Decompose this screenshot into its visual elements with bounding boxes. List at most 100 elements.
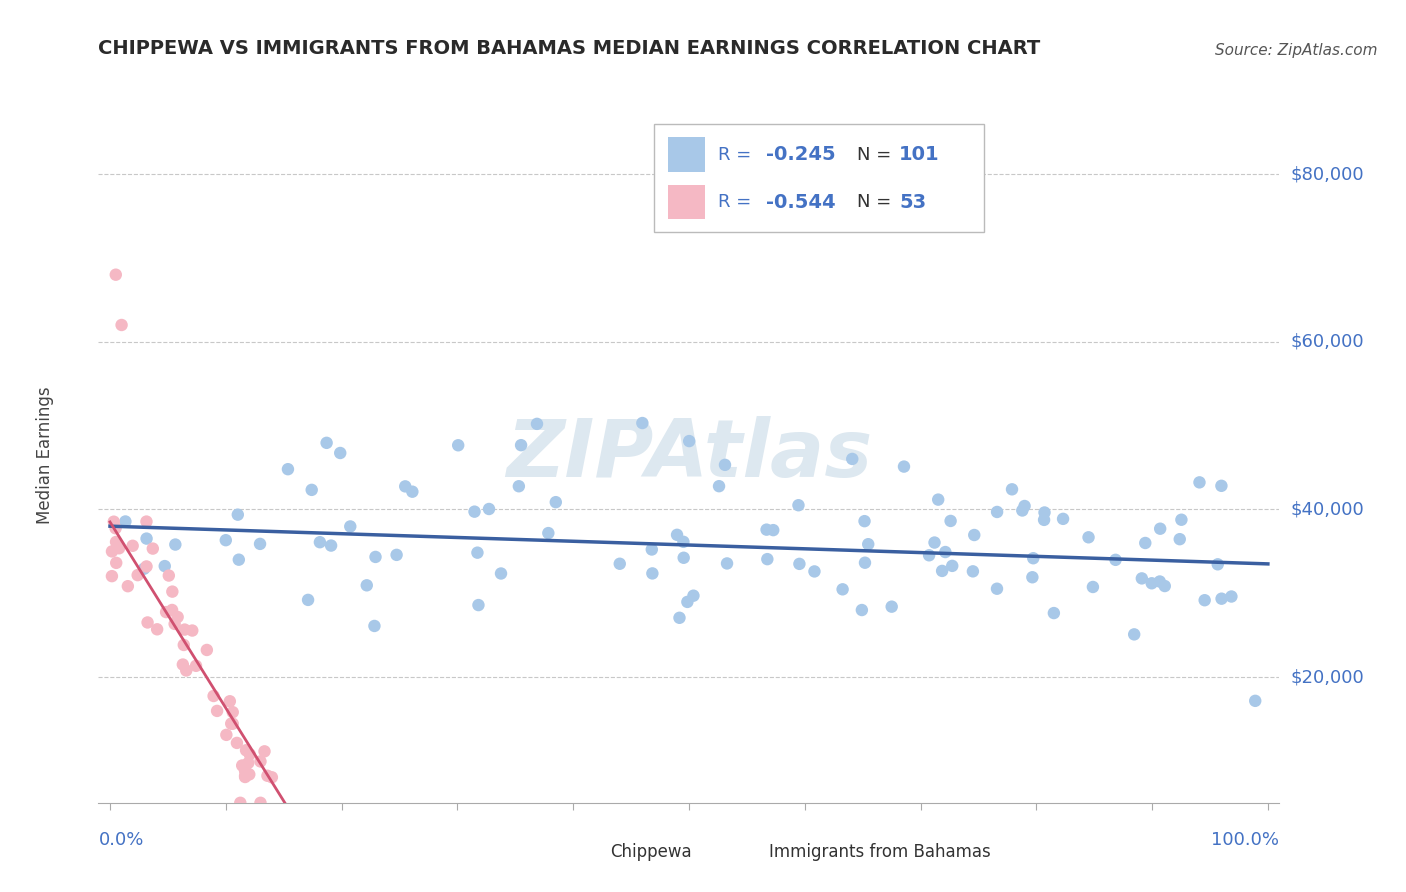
Point <box>117 579 139 593</box>
Text: $40,000: $40,000 <box>1291 500 1364 518</box>
Point <box>880 599 903 614</box>
Point <box>927 492 949 507</box>
Text: ZIPAtlas: ZIPAtlas <box>506 416 872 494</box>
Point <box>101 544 124 558</box>
Point <box>231 758 253 772</box>
Text: Source: ZipAtlas.com: Source: ZipAtlas.com <box>1215 43 1378 58</box>
Text: CHIPPEWA VS IMMIGRANTS FROM BAHAMAS MEDIAN EARNINGS CORRELATION CHART: CHIPPEWA VS IMMIGRANTS FROM BAHAMAS MEDI… <box>98 39 1040 58</box>
Point <box>858 537 880 551</box>
Point <box>641 566 664 581</box>
Point <box>105 556 128 570</box>
Point <box>934 545 956 559</box>
Point <box>986 505 1008 519</box>
Point <box>1014 499 1036 513</box>
Point <box>672 534 695 549</box>
Point <box>329 446 352 460</box>
Point <box>508 479 530 493</box>
Point <box>160 603 183 617</box>
Point <box>229 796 252 810</box>
Point <box>110 318 132 332</box>
Text: R =: R = <box>718 145 758 163</box>
Point <box>104 521 127 535</box>
Point <box>363 619 385 633</box>
Point <box>1149 522 1171 536</box>
Text: 0.0%: 0.0% <box>98 830 143 848</box>
Point <box>135 515 157 529</box>
Point <box>666 528 689 542</box>
Point <box>1188 475 1211 490</box>
Point <box>260 770 283 784</box>
Point <box>101 569 124 583</box>
Point <box>205 704 228 718</box>
Point <box>931 564 953 578</box>
Point <box>1123 627 1146 641</box>
Point <box>1022 551 1045 566</box>
Point <box>127 568 149 582</box>
Point <box>166 610 188 624</box>
Point <box>162 584 184 599</box>
Point <box>181 624 204 638</box>
Point <box>297 593 319 607</box>
Point <box>277 462 299 476</box>
Point <box>222 705 245 719</box>
Point <box>1033 506 1056 520</box>
Point <box>714 458 737 472</box>
Point <box>163 616 186 631</box>
Point <box>385 548 408 562</box>
Text: N =: N = <box>856 145 897 163</box>
Point <box>789 557 811 571</box>
Point <box>228 552 250 566</box>
Text: -0.245: -0.245 <box>766 145 835 164</box>
Point <box>853 556 876 570</box>
Point <box>1135 536 1157 550</box>
Point <box>104 268 127 282</box>
Point <box>132 562 155 576</box>
Point <box>142 541 165 556</box>
Point <box>682 589 704 603</box>
Point <box>1043 606 1066 620</box>
Point <box>235 764 257 779</box>
Point <box>962 565 984 579</box>
Point <box>226 508 249 522</box>
FancyBboxPatch shape <box>730 839 759 865</box>
Point <box>1170 513 1192 527</box>
Point <box>918 549 941 563</box>
Text: $20,000: $20,000 <box>1291 668 1364 686</box>
FancyBboxPatch shape <box>668 137 706 172</box>
Point <box>537 526 560 541</box>
Point <box>136 615 159 630</box>
Point <box>510 438 533 452</box>
Point <box>893 459 915 474</box>
Point <box>153 559 176 574</box>
Point <box>233 769 256 783</box>
Point <box>172 657 194 672</box>
Point <box>135 532 157 546</box>
Point <box>1130 571 1153 585</box>
Point <box>678 434 700 448</box>
Point <box>1021 570 1043 584</box>
Point <box>173 638 195 652</box>
Point <box>146 622 169 636</box>
Point <box>319 539 342 553</box>
Point <box>853 514 876 528</box>
Point <box>238 767 260 781</box>
Point <box>114 515 136 529</box>
Point <box>226 736 249 750</box>
Point <box>939 514 962 528</box>
Text: Median Earnings: Median Earnings <box>37 386 55 524</box>
Point <box>1211 479 1233 493</box>
Point <box>105 535 128 549</box>
Text: 101: 101 <box>900 145 939 164</box>
Point <box>401 484 423 499</box>
Point <box>668 611 690 625</box>
Point <box>1211 591 1233 606</box>
Point <box>394 479 416 493</box>
Point <box>157 568 180 582</box>
Point <box>249 755 271 769</box>
Point <box>631 416 654 430</box>
Point <box>676 595 699 609</box>
Point <box>716 557 738 571</box>
Point <box>1244 694 1267 708</box>
Point <box>219 716 242 731</box>
Point <box>1077 530 1099 544</box>
